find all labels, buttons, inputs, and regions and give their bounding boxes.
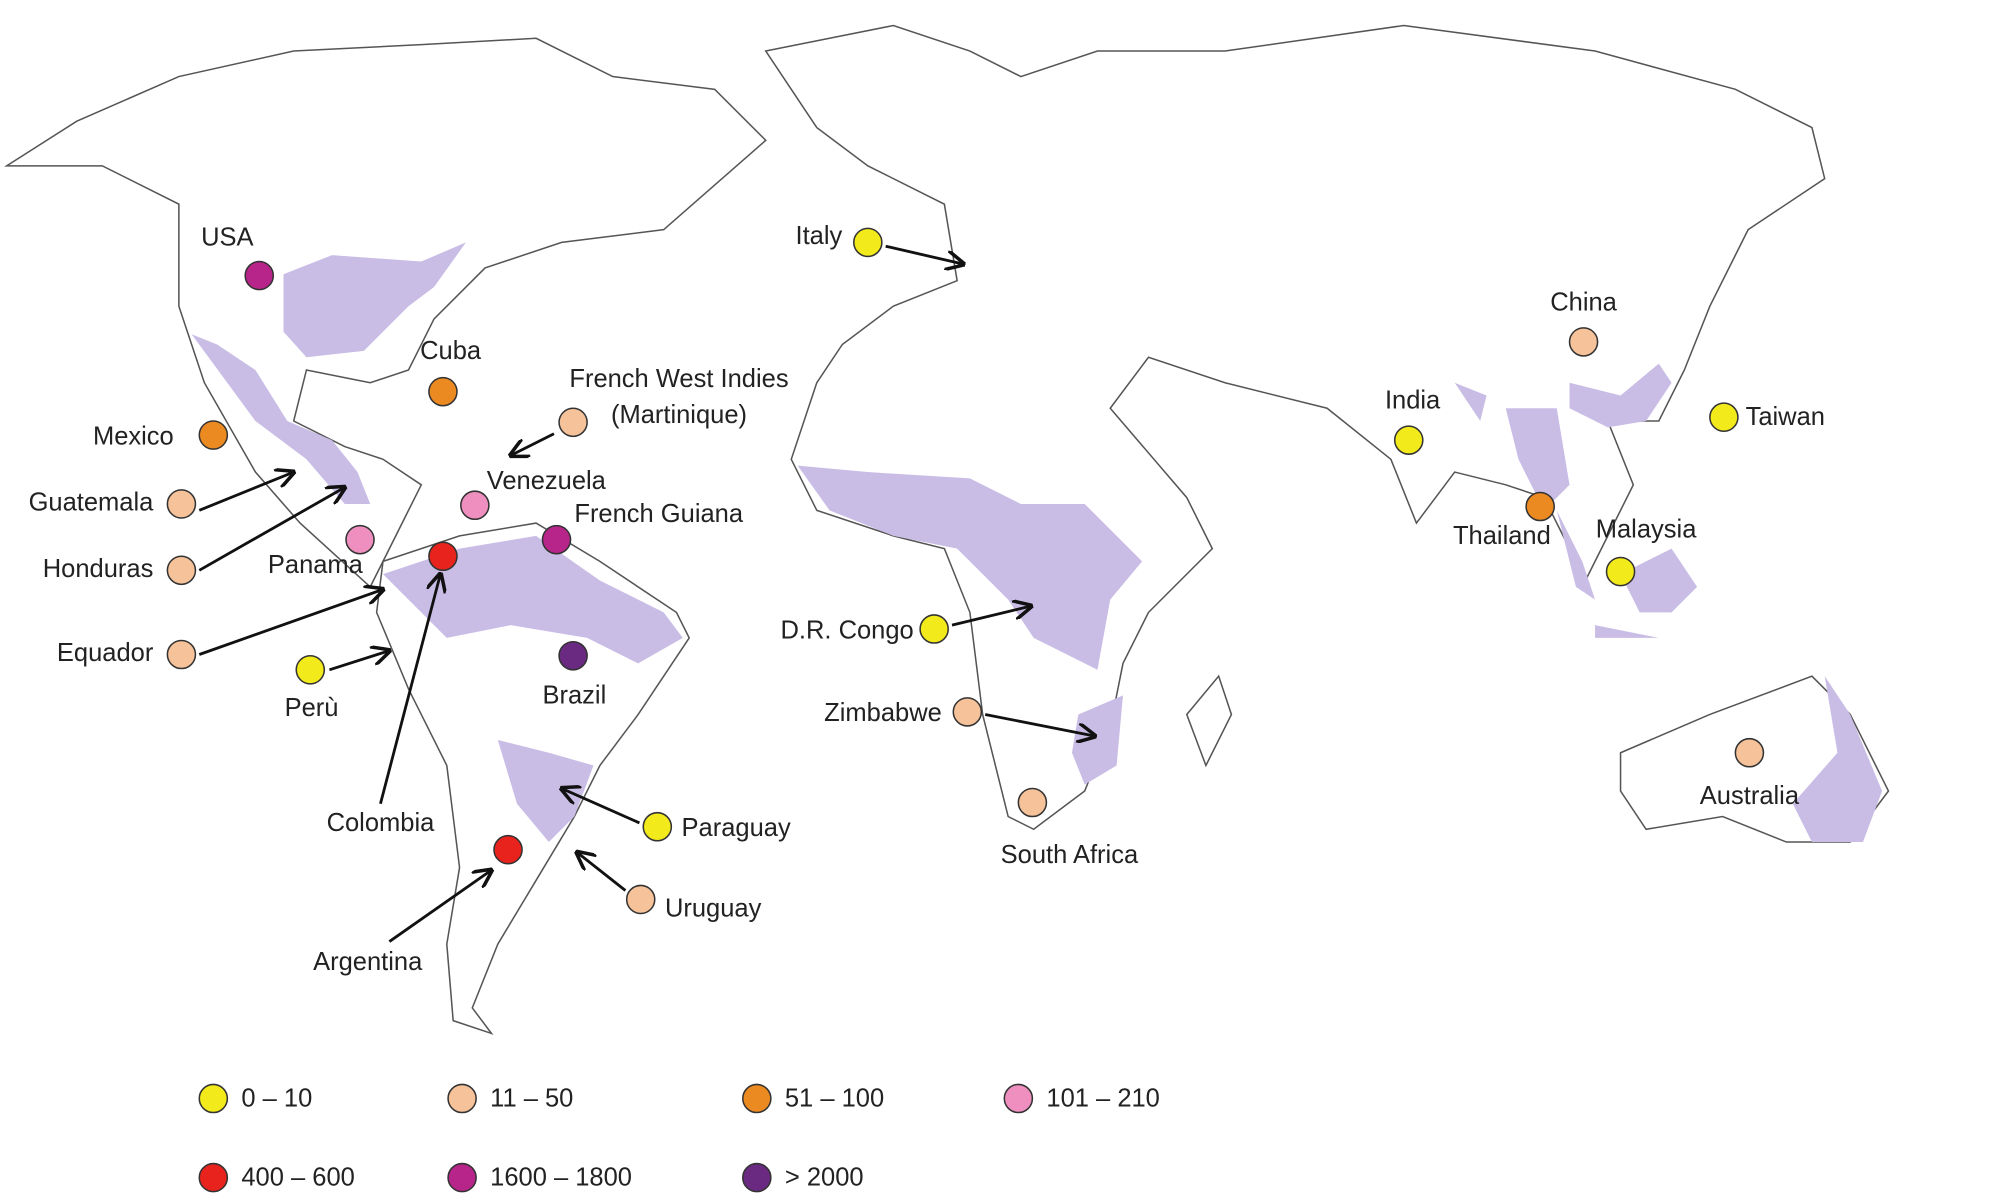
country-marker bbox=[1568, 327, 1599, 357]
country-marker bbox=[541, 524, 572, 555]
country-marker bbox=[642, 811, 673, 842]
country-marker bbox=[558, 407, 588, 438]
country-label: Malaysia bbox=[1596, 515, 1697, 543]
country-label: USA bbox=[201, 223, 253, 251]
country-marker bbox=[1734, 737, 1765, 768]
country-label: Italy bbox=[796, 222, 843, 250]
country-label: South Africa bbox=[1001, 841, 1139, 869]
country-label: Brazil bbox=[542, 681, 606, 709]
legend-label: 51 – 100 bbox=[785, 1084, 884, 1112]
country-marker bbox=[428, 541, 458, 572]
country-marker bbox=[244, 260, 275, 291]
country-label: Equador bbox=[57, 639, 154, 667]
country-marker bbox=[295, 655, 326, 685]
country-label-line: French West Indies bbox=[569, 365, 788, 393]
endemic-zones bbox=[191, 242, 1883, 843]
legend-label: > 2000 bbox=[785, 1164, 864, 1192]
country-marker bbox=[853, 227, 883, 258]
country-label: India bbox=[1385, 387, 1441, 415]
country-marker bbox=[345, 524, 375, 555]
country-marker bbox=[1017, 787, 1048, 818]
country-label: Zimbabwe bbox=[824, 699, 942, 727]
country-marker bbox=[1605, 556, 1636, 587]
country-marker bbox=[198, 420, 229, 450]
country-marker bbox=[428, 376, 458, 407]
legend-swatch bbox=[742, 1083, 772, 1114]
legend-swatch bbox=[1003, 1083, 1034, 1114]
country-label: Uruguay bbox=[665, 894, 762, 922]
country-label: Panama bbox=[268, 551, 364, 579]
legend-swatch bbox=[742, 1162, 772, 1193]
country-marker bbox=[166, 489, 197, 519]
country-label-line: (Martinique) bbox=[611, 401, 747, 429]
legend-swatch bbox=[198, 1083, 229, 1114]
country-label: Honduras bbox=[43, 555, 154, 583]
country-marker bbox=[460, 490, 490, 521]
country-label: Taiwan bbox=[1746, 403, 1825, 431]
country-label: Paraguay bbox=[682, 814, 791, 842]
country-label: Cuba bbox=[420, 337, 482, 365]
country-label: Colombia bbox=[327, 809, 436, 837]
country-label: Australia bbox=[1700, 782, 1800, 810]
country-label: Venezuela bbox=[487, 467, 607, 495]
country-label: Guatemala bbox=[29, 489, 155, 517]
country-label: D.R. Congo bbox=[781, 616, 914, 644]
country-marker bbox=[952, 697, 983, 727]
country-marker bbox=[1393, 425, 1424, 455]
legend-swatch bbox=[447, 1162, 477, 1193]
country-label: Mexico bbox=[93, 422, 174, 450]
country-label: Argentina bbox=[313, 948, 423, 976]
country-label: French Guiana bbox=[574, 500, 743, 528]
arrows bbox=[198, 244, 1095, 943]
country-marker bbox=[558, 640, 588, 671]
country-label: Perù bbox=[285, 694, 339, 722]
country-marker bbox=[919, 614, 949, 644]
country-label: French West Indies (Martinique) bbox=[569, 365, 788, 429]
country-marker bbox=[166, 555, 197, 586]
country-marker bbox=[1525, 491, 1555, 522]
country-marker bbox=[1709, 402, 1739, 432]
legend-label: 0 – 10 bbox=[241, 1084, 312, 1112]
legend-swatch bbox=[447, 1083, 477, 1114]
legend-swatch bbox=[198, 1162, 229, 1193]
country-label: Thailand bbox=[1453, 522, 1551, 550]
legend-label: 101 – 210 bbox=[1046, 1084, 1159, 1112]
country-label: China bbox=[1550, 288, 1617, 316]
country-marker bbox=[166, 639, 197, 670]
legend-label: 11 – 50 bbox=[490, 1084, 573, 1112]
country-marker bbox=[493, 834, 523, 865]
legend-label: 400 – 600 bbox=[241, 1164, 354, 1192]
country-marker bbox=[625, 884, 656, 915]
legend-label: 1600 – 1800 bbox=[490, 1164, 632, 1192]
